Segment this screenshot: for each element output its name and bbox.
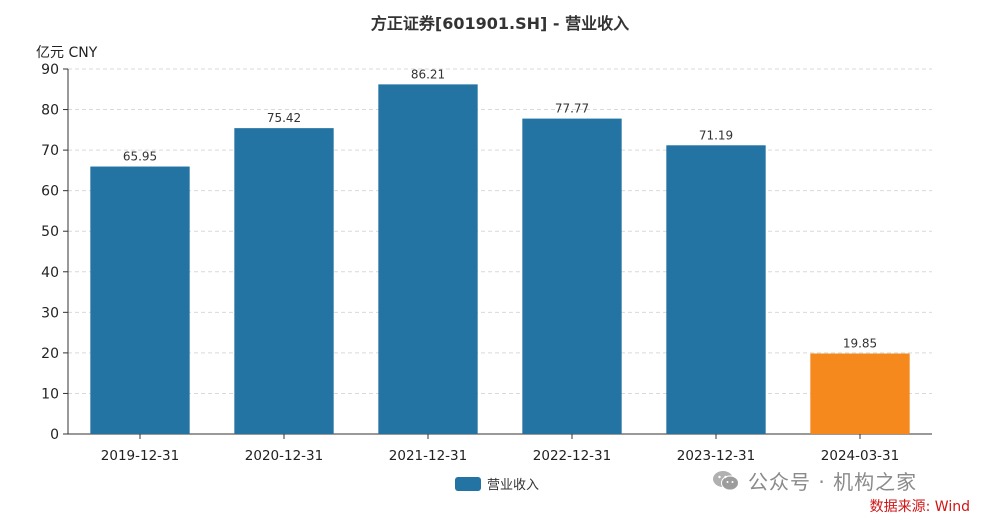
bar-value-label: 77.77	[555, 102, 589, 116]
chart-title: 方正证券[601901.SH] - 营业收入	[370, 14, 630, 33]
data-source-note: 数据来源: Wind	[869, 499, 970, 515]
bar-value-label: 19.85	[843, 336, 877, 350]
bar-value-label: 86.21	[411, 67, 445, 81]
x-tick-label: 2023-12-31	[677, 448, 755, 464]
bar-2020-12-31	[234, 128, 334, 434]
bar-2024-03-31	[810, 353, 910, 434]
y-axis-unit-label: 亿元 CNY	[36, 45, 98, 61]
x-tick-label: 2021-12-31	[389, 448, 467, 464]
watermark-text: 公众号 · 机构之家	[748, 470, 918, 494]
bar-2023-12-31	[666, 145, 766, 434]
y-tick-label: 70	[41, 143, 59, 159]
legend-label: 营业收入	[487, 478, 540, 493]
watermark: 公众号 · 机构之家	[712, 466, 917, 495]
chart-legend[interactable]: 营业收入	[455, 474, 539, 493]
y-tick-label: 80	[41, 103, 59, 119]
bar-value-label: 65.95	[123, 150, 157, 164]
y-tick-label: 60	[41, 184, 59, 200]
y-tick-label: 30	[41, 305, 59, 321]
y-tick-label: 50	[41, 224, 59, 240]
wechat-icon	[713, 470, 739, 490]
bar-value-label: 75.42	[267, 111, 301, 125]
y-tick-label: 10	[41, 386, 59, 402]
y-tick-label: 40	[41, 265, 59, 281]
y-tick-label: 90	[41, 62, 59, 78]
bar-value-label: 71.19	[699, 128, 733, 142]
legend-swatch	[455, 476, 481, 491]
bar-2022-12-31	[522, 118, 622, 435]
y-tick-label: 0	[50, 427, 59, 443]
x-tick-label: 2019-12-31	[101, 448, 179, 464]
x-tick-label: 2022-12-31	[533, 448, 611, 464]
x-tick-label: 2020-12-31	[245, 448, 323, 464]
x-tick-label: 2024-03-31	[821, 448, 899, 464]
y-tick-label: 20	[41, 346, 59, 362]
bar-2019-12-31	[90, 166, 190, 434]
bar-2021-12-31	[378, 84, 478, 435]
